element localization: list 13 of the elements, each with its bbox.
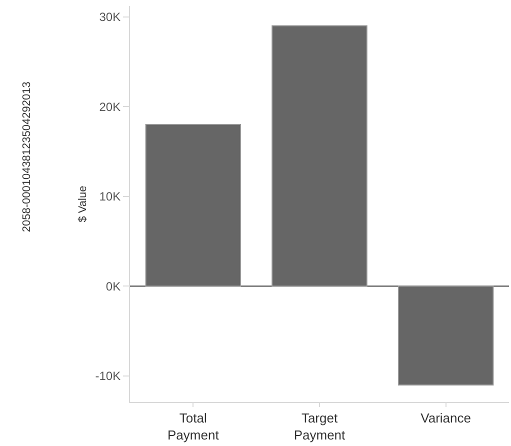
- x-tick-label: Target Payment: [294, 410, 346, 442]
- y-tick-label: 0K: [106, 279, 121, 294]
- bar: [145, 124, 242, 287]
- y-axis-title: $ Value: [76, 186, 89, 222]
- text: 2058-00010438123504292013: [21, 82, 34, 232]
- y-tick-label: 10K: [99, 190, 121, 204]
- y-tick-label: -10K: [95, 369, 121, 384]
- bar: [272, 25, 368, 287]
- bar: [398, 286, 494, 386]
- x-tick-label: Total Payment: [168, 410, 220, 442]
- y-tick-label: 20K: [99, 100, 121, 114]
- x-tick-label: Variance: [420, 410, 471, 426]
- y-tick-label: 30K: [99, 10, 121, 24]
